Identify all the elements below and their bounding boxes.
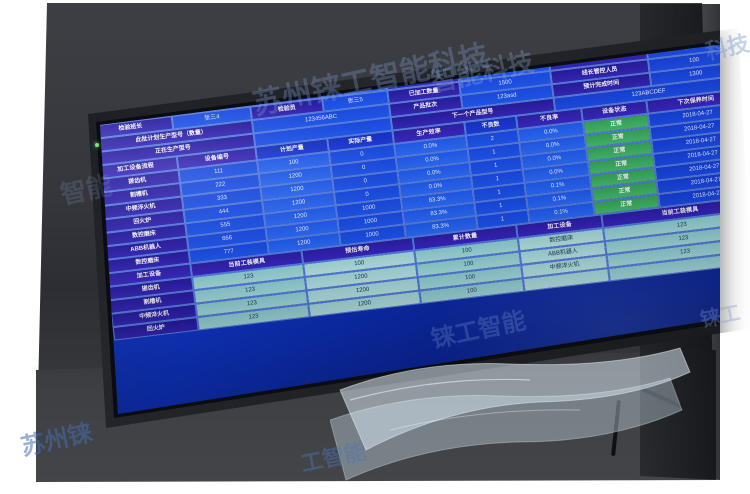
power-led-icon xyxy=(95,143,99,147)
